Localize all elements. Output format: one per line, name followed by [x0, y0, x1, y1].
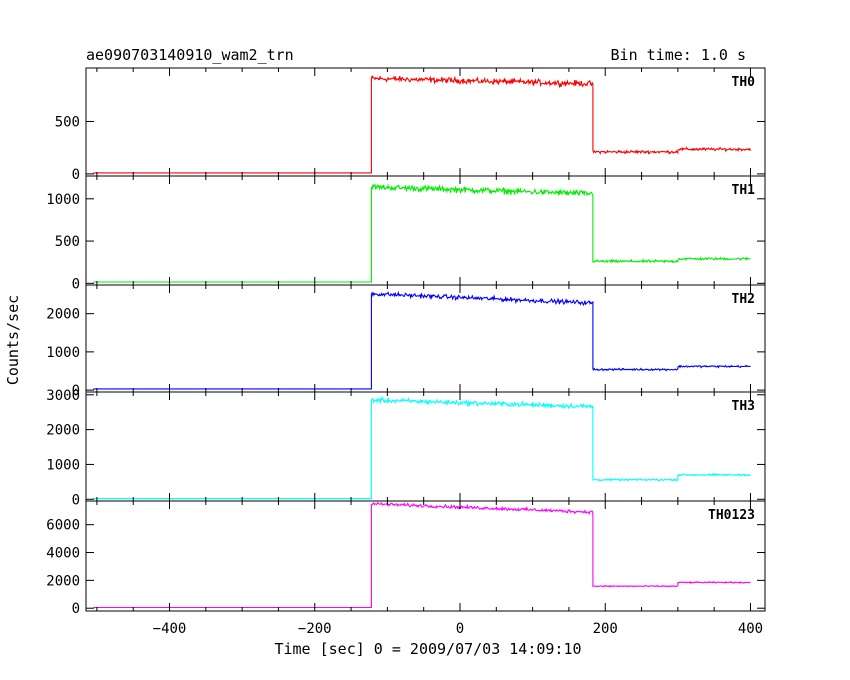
panel-th3: 0 1000 2000 3000 TH3 [46, 388, 766, 508]
y-tick-label: 500 [55, 114, 80, 130]
bin-time-label: Bin time: 1.0 s [611, 46, 746, 64]
panel-label: TH0123 [708, 508, 755, 523]
y-tick-label: 6000 [46, 518, 80, 534]
y-tick-label: 1000 [46, 345, 80, 361]
y-tick-label: 1000 [46, 457, 80, 473]
y-tick-label: 1000 [46, 192, 80, 208]
x-tick-label: 0 [456, 621, 464, 637]
panel-label: TH2 [732, 292, 755, 307]
x-tick-label: 400 [738, 621, 763, 637]
series-line-th0123 [93, 501, 751, 609]
panel-frame [85, 500, 766, 612]
panel-label: TH1 [732, 183, 756, 198]
panel-frame [85, 175, 766, 286]
series-line-th3 [93, 395, 751, 500]
chart-title: ae090703140910_wam2_trn [86, 46, 294, 64]
y-tick-label: 0 [72, 167, 80, 183]
panel-frame [85, 284, 766, 393]
panels-group: 0500TH005001000TH1010002000TH20100020003… [46, 67, 766, 637]
y-tick-label: 4000 [46, 546, 80, 562]
y-tick-label: 0 [72, 383, 80, 399]
panel-th1: 0 500 1000 TH1 [46, 175, 766, 292]
y-tick-label: 0 [72, 492, 80, 508]
y-tick-label: 2000 [46, 423, 80, 439]
panel-th2: 0 1000 2000 TH2 [46, 284, 766, 399]
y-tick-label: 500 [55, 234, 80, 250]
panel-th0: 0 500 TH0 [55, 67, 766, 183]
series-line-th0 [93, 74, 752, 174]
y-tick-label: 3000 [46, 388, 80, 404]
y-axis-label: Counts/sec [4, 295, 22, 385]
panel-th0123: 0 2000 4000 6000 TH0123 [46, 500, 766, 617]
panel-label: TH0 [732, 75, 756, 90]
y-tick-label: 0 [72, 276, 80, 292]
x-tick-label: −200 [298, 621, 332, 637]
panel-label: TH3 [732, 399, 755, 414]
y-tick-label: 2000 [46, 573, 80, 589]
y-tick-label: 2000 [46, 307, 80, 323]
series-line-th2 [93, 290, 751, 390]
panel-frame [85, 391, 766, 502]
x-tick-label: −400 [153, 621, 187, 637]
x-tick-label: 200 [593, 621, 618, 637]
x-axis-label: Time [sec] 0 = 2009/07/03 14:09:10 [274, 640, 581, 658]
panel-frame [85, 67, 766, 177]
y-tick-label: 0 [72, 601, 80, 617]
series-line-th1 [93, 183, 751, 283]
